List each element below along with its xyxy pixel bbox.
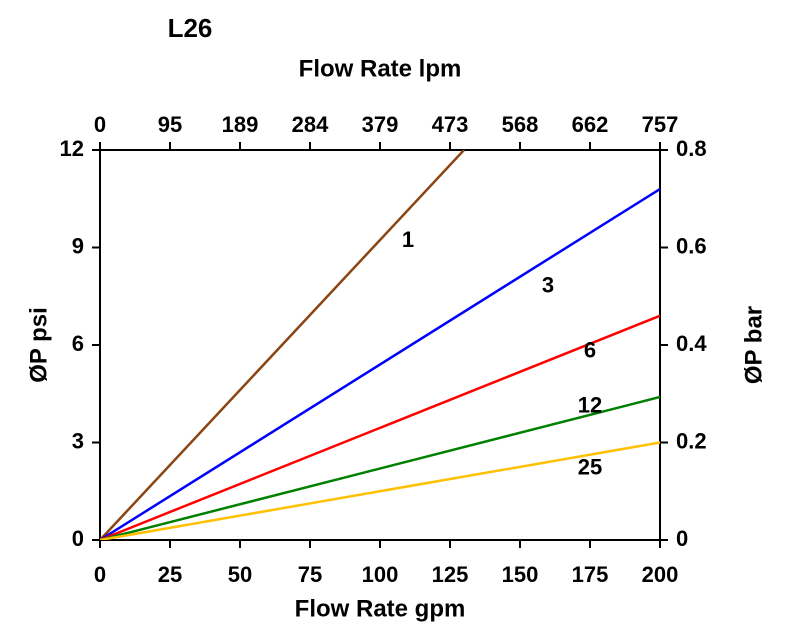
y-right-tick-label: 0.6 [676, 233, 707, 258]
y-right-axis-label: ØP bar [740, 306, 767, 384]
x-bottom-tick-label: 100 [362, 562, 399, 587]
y-left-tick-label: 9 [72, 233, 84, 258]
y-left-tick-label: 3 [72, 428, 84, 453]
x-bottom-tick-label: 175 [572, 562, 609, 587]
y-right-tick-label: 0.4 [676, 331, 707, 356]
x-bottom-tick-label: 125 [432, 562, 469, 587]
x-bottom-tick-label: 50 [228, 562, 252, 587]
x-top-axis-label: Flow Rate lpm [299, 55, 462, 82]
y-left-tick-label: 12 [60, 136, 84, 161]
x-bottom-tick-label: 0 [94, 562, 106, 587]
x-top-tick-label: 568 [502, 112, 539, 137]
x-top-tick-label: 95 [158, 112, 182, 137]
x-bottom-tick-label: 75 [298, 562, 322, 587]
x-bottom-tick-label: 200 [642, 562, 679, 587]
x-bottom-axis-label: Flow Rate gpm [295, 595, 466, 622]
pressure-flow-chart: L26Flow Rate lpm0255075100125150175200Fl… [0, 0, 798, 642]
series-label: 6 [584, 337, 596, 362]
series-label: 1 [402, 227, 414, 252]
series-label: 25 [578, 454, 602, 479]
x-top-tick-label: 473 [432, 112, 469, 137]
x-top-tick-label: 0 [94, 112, 106, 137]
x-top-tick-label: 379 [362, 112, 399, 137]
x-top-tick-label: 189 [222, 112, 259, 137]
y-left-tick-label: 6 [72, 331, 84, 356]
x-bottom-tick-label: 25 [158, 562, 182, 587]
series-label: 3 [542, 272, 554, 297]
y-right-tick-label: 0.8 [676, 136, 707, 161]
x-top-tick-label: 662 [572, 112, 609, 137]
x-top-tick-label: 284 [292, 112, 329, 137]
y-right-tick-label: 0.2 [676, 428, 707, 453]
y-right-tick-label: 0 [676, 526, 688, 551]
y-left-axis-label: ØP psi [25, 307, 52, 383]
chart-title: L26 [168, 13, 213, 43]
y-left-tick-label: 0 [72, 526, 84, 551]
series-label: 12 [578, 393, 602, 418]
x-top-tick-label: 757 [642, 112, 679, 137]
chart-container: L26Flow Rate lpm0255075100125150175200Fl… [0, 0, 798, 642]
x-bottom-tick-label: 150 [502, 562, 539, 587]
